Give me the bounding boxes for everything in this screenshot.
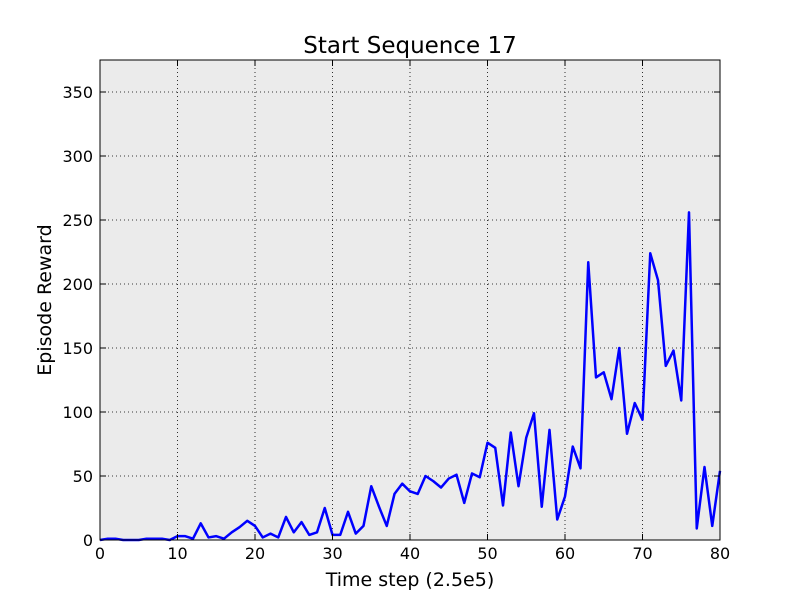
y-tick-label: 250 xyxy=(62,211,93,230)
x-tick-label: 40 xyxy=(400,544,420,563)
gridlines xyxy=(100,60,720,540)
x-tick-label: 50 xyxy=(477,544,497,563)
x-tick-label: 20 xyxy=(245,544,265,563)
y-tick-label: 50 xyxy=(73,467,93,486)
chart-title: Start Sequence 17 xyxy=(303,33,517,59)
y-axis-label: Episode Reward xyxy=(34,224,56,375)
x-tick-label: 60 xyxy=(555,544,575,563)
y-tick-label: 100 xyxy=(62,403,93,422)
x-tick-label: 0 xyxy=(95,544,105,563)
y-tick-label: 150 xyxy=(62,339,93,358)
x-tick-label: 70 xyxy=(632,544,652,563)
series-line xyxy=(99,211,722,542)
x-tick-label: 80 xyxy=(710,544,730,563)
ticks: 0 10 20 30 40 50 60 70 80 0 50 100 150 200 250 300 350 xyxy=(62,60,730,563)
x-tick-label: 30 xyxy=(322,544,342,563)
y-tick-label: 300 xyxy=(62,147,93,166)
x-tick-label: 10 xyxy=(167,544,187,563)
x-axis-label: Time step (2.5e5) xyxy=(325,569,495,591)
y-tick-label: 200 xyxy=(62,275,93,294)
y-tick-label: 350 xyxy=(62,83,93,102)
y-tick-label: 0 xyxy=(83,531,93,550)
